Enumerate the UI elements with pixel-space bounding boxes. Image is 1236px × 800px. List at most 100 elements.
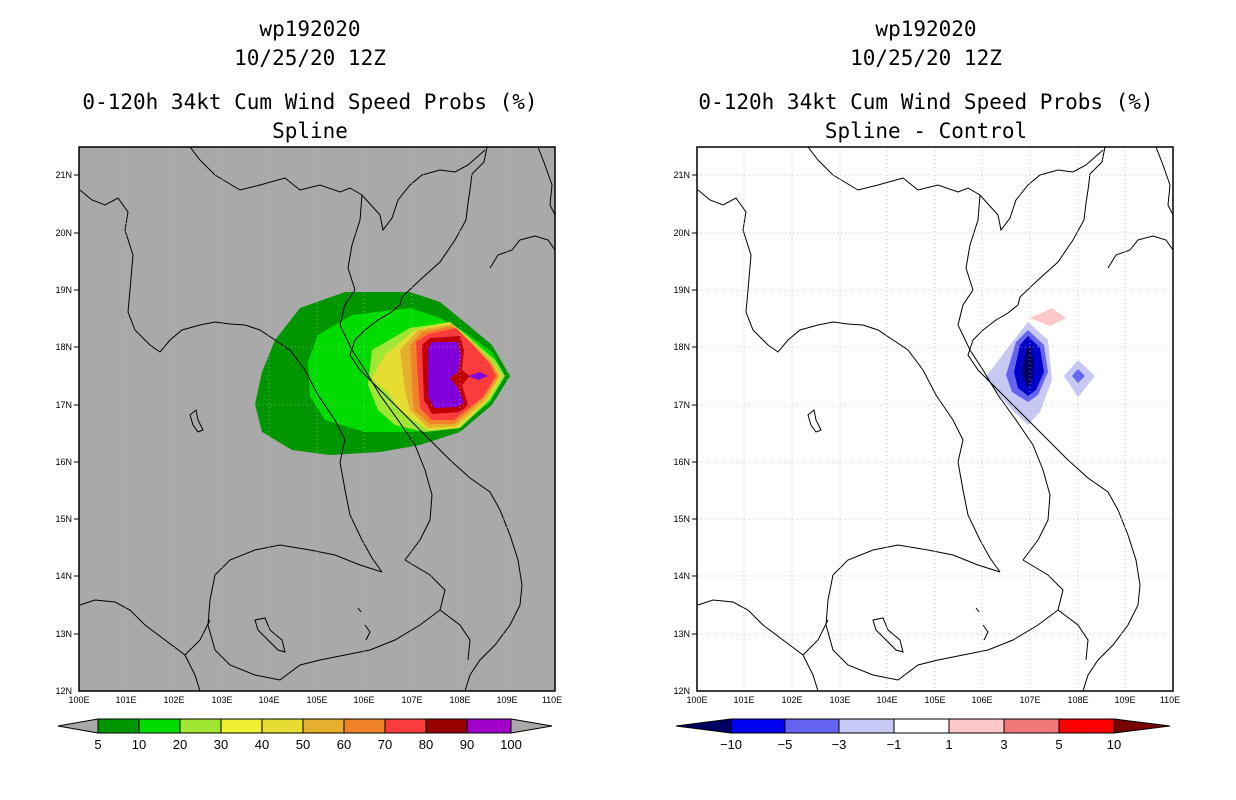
- right-lat-label: 18N: [673, 342, 690, 352]
- colorbar-label: −3: [832, 737, 847, 752]
- right-map-frame: [696, 146, 1174, 692]
- left-probability-contours: [79, 147, 555, 691]
- left-lon-label: 105E: [306, 695, 327, 705]
- right-lat-label: 20N: [673, 228, 690, 238]
- colorbar-label: 50: [296, 737, 310, 752]
- left-lat-label: 19N: [55, 285, 72, 295]
- right-lat-label: 14N: [673, 571, 690, 581]
- left-product-title: 0-120h 34kt Cum Wind Speed Probs (%): [82, 90, 538, 114]
- right-map-panel: 21N 20N 19N 18N 17N 16N 15N 14N 13N 12N …: [673, 146, 1180, 705]
- left-gridlines: [79, 147, 555, 691]
- right-lon-label: 103E: [829, 695, 850, 705]
- right-gridlines: [697, 147, 1173, 691]
- left-lon-label: 102E: [163, 695, 184, 705]
- colorbar-swatch: [839, 719, 894, 733]
- colorbar-right-arrow-high: [1114, 719, 1170, 733]
- right-subtitle: Spline - Control: [824, 119, 1028, 143]
- colorbar-right-arrow-low: [676, 719, 731, 733]
- diff-negative-10: [1022, 345, 1034, 388]
- colorbar-swatch: [1059, 719, 1114, 733]
- colorbar-swatch: [731, 719, 785, 733]
- left-lon-label: 107E: [401, 695, 422, 705]
- left-lat-label: 12N: [55, 686, 72, 696]
- left-date: 10/25/20 12Z: [234, 46, 386, 70]
- right-lon-label: 101E: [733, 695, 754, 705]
- colorbar-label: 30: [214, 737, 228, 752]
- colorbar-swatch: [262, 719, 303, 733]
- colorbar-label: 60: [337, 737, 351, 752]
- left-lat-label: 21N: [55, 170, 72, 180]
- right-product-title: 0-120h 34kt Cum Wind Speed Probs (%): [698, 90, 1154, 114]
- colorbar-label: −10: [720, 737, 742, 752]
- right-difference-contours: [697, 147, 1173, 691]
- right-lon-label: 110E: [1160, 695, 1180, 705]
- left-lon-label: 103E: [211, 695, 232, 705]
- right-lat-label: 13N: [673, 629, 690, 639]
- right-date: 10/25/20 12Z: [850, 46, 1002, 70]
- left-colorbar: 5 10 20 30 40 50 60 70 80 90 100: [57, 718, 553, 752]
- left-lon-label: 104E: [258, 695, 279, 705]
- colorbar-swatch: [221, 719, 262, 733]
- colorbar-swatch: [98, 719, 139, 733]
- colorbar-label: 3: [1000, 737, 1007, 752]
- colorbar-label: 5: [94, 737, 101, 752]
- left-lat-label: 18N: [55, 342, 72, 352]
- right-lat-label: 12N: [673, 686, 690, 696]
- right-lon-label: 102E: [781, 695, 802, 705]
- colorbar-label: 70: [378, 737, 392, 752]
- colorbar-swatch: [894, 719, 949, 733]
- colorbar-label: 100: [500, 737, 522, 752]
- colorbar-label: 20: [173, 737, 187, 752]
- left-lat-label: 13N: [55, 629, 72, 639]
- left-lat-label: 14N: [55, 571, 72, 581]
- colorbar-swatch: [180, 719, 221, 733]
- right-lon-label: 109E: [1114, 695, 1135, 705]
- colorbar-swatch: [303, 719, 344, 733]
- diff-positive-1: [1030, 308, 1066, 326]
- left-lat-label: 16N: [55, 457, 72, 467]
- colorbar-label: 80: [419, 737, 433, 752]
- right-lon-label: 104E: [876, 695, 897, 705]
- colorbar-swatch: [785, 719, 839, 733]
- right-lon-label: 106E: [971, 695, 992, 705]
- colorbar-swatch: [949, 719, 1004, 733]
- left-lat-label: 15N: [55, 514, 72, 524]
- colorbar-swatch: [426, 719, 467, 733]
- right-lat-label: 21N: [673, 170, 690, 180]
- colorbar-left-arrow-high: [511, 719, 552, 733]
- colorbar-label: 40: [255, 737, 269, 752]
- right-lat-label: 19N: [673, 285, 690, 295]
- right-lon-label: 108E: [1067, 695, 1088, 705]
- right-lat-label: 16N: [673, 457, 690, 467]
- colorbar-label: 90: [460, 737, 474, 752]
- colorbar-label: 10: [132, 737, 146, 752]
- left-lat-label: 20N: [55, 228, 72, 238]
- right-colorbar: −10 −5 −3 −1 1 3 5 10: [675, 718, 1171, 752]
- right-storm-id: wp192020: [875, 17, 977, 41]
- left-lon-label: 101E: [115, 695, 136, 705]
- contour-90-secondary: [468, 372, 488, 380]
- left-subtitle: Spline: [272, 119, 348, 143]
- colorbar-swatch: [385, 719, 426, 733]
- colorbar-label: −1: [887, 737, 902, 752]
- right-lat-label: 17N: [673, 400, 690, 410]
- colorbar-swatch: [467, 719, 511, 733]
- left-lat-label: 17N: [55, 400, 72, 410]
- contour-90: [428, 342, 464, 408]
- left-lon-label: 108E: [449, 695, 470, 705]
- colorbar-left-arrow-low: [58, 719, 98, 733]
- left-map-frame: [78, 146, 556, 692]
- colorbar-swatch: [344, 719, 385, 733]
- right-lon-label: 107E: [1019, 695, 1040, 705]
- right-lat-label: 15N: [673, 514, 690, 524]
- colorbar-label: 10: [1107, 737, 1121, 752]
- colorbar-swatch: [139, 719, 180, 733]
- diff-negative-3-east: [1072, 369, 1085, 383]
- left-lon-label: 110E: [542, 695, 562, 705]
- right-lon-label: 105E: [924, 695, 945, 705]
- colorbar-label: 5: [1055, 737, 1062, 752]
- left-storm-id: wp192020: [259, 17, 361, 41]
- right-lon-label: 100E: [686, 695, 707, 705]
- left-lon-label: 109E: [496, 695, 517, 705]
